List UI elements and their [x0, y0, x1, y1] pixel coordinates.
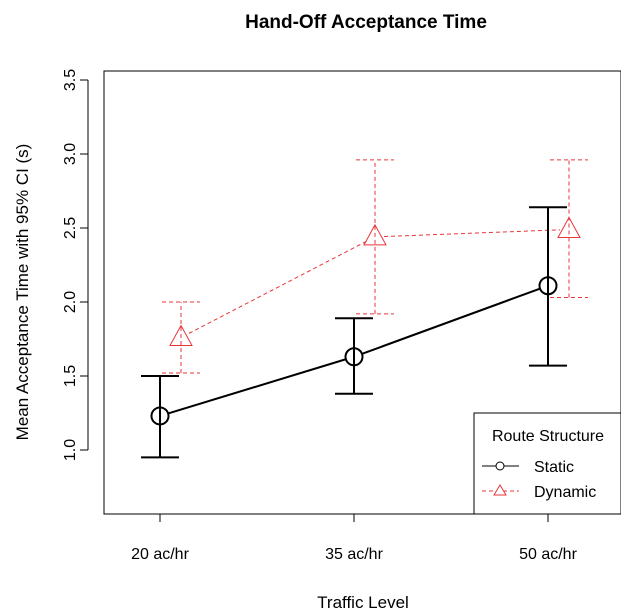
data-point: [363, 223, 387, 246]
data-point: [150, 406, 170, 426]
x-tick-label: 50 ac/hr: [519, 546, 577, 563]
data-point: [557, 216, 581, 238]
error-bar: [141, 375, 179, 459]
series-line: [168, 287, 540, 415]
legend: Route Structure Static Dynamic: [473, 412, 621, 515]
x-tick-label: 35 ac/hr: [325, 546, 383, 563]
y-tick-label: 2.5: [62, 217, 79, 239]
y-axis: 1.0 1.5 2.0 2.5 3.0 3.5: [62, 69, 89, 461]
chart-title: Hand-Off Acceptance Time: [245, 12, 487, 33]
y-axis-label: Mean Acceptance Time with 95% CI (s): [13, 144, 32, 441]
error-bar: [529, 206, 567, 367]
legend-marker: [495, 461, 505, 471]
legend-title: Route Structure: [492, 428, 604, 445]
data-point: [538, 276, 558, 296]
y-tick-label: 1.5: [62, 365, 79, 387]
x-tick-label: 20 ac/hr: [131, 546, 189, 563]
legend-label: Dynamic: [534, 484, 596, 501]
legend-marker: [493, 484, 507, 496]
plot-area: [141, 159, 588, 459]
legend-entry-static: Static: [482, 459, 574, 476]
y-tick-label: 2.0: [62, 291, 79, 313]
x-axis-label: Traffic Level: [317, 593, 409, 612]
legend-entry-dynamic: Dynamic: [482, 484, 596, 501]
x-axis: 20 ac/hr 35 ac/hr 50 ac/hr: [131, 513, 578, 563]
data-point: [169, 324, 193, 347]
series-static: [141, 206, 567, 459]
error-bar: [162, 301, 200, 374]
y-tick-label: 3.0: [62, 143, 79, 165]
y-tick-label: 1.0: [62, 439, 79, 461]
error-bar: [335, 317, 373, 395]
series-line: [188, 229, 561, 334]
legend-label: Static: [534, 459, 574, 476]
error-bar: [550, 159, 588, 299]
error-bar: [356, 159, 394, 315]
y-tick-label: 3.5: [62, 69, 79, 91]
data-point: [344, 347, 364, 367]
series-dynamic: [162, 159, 588, 374]
